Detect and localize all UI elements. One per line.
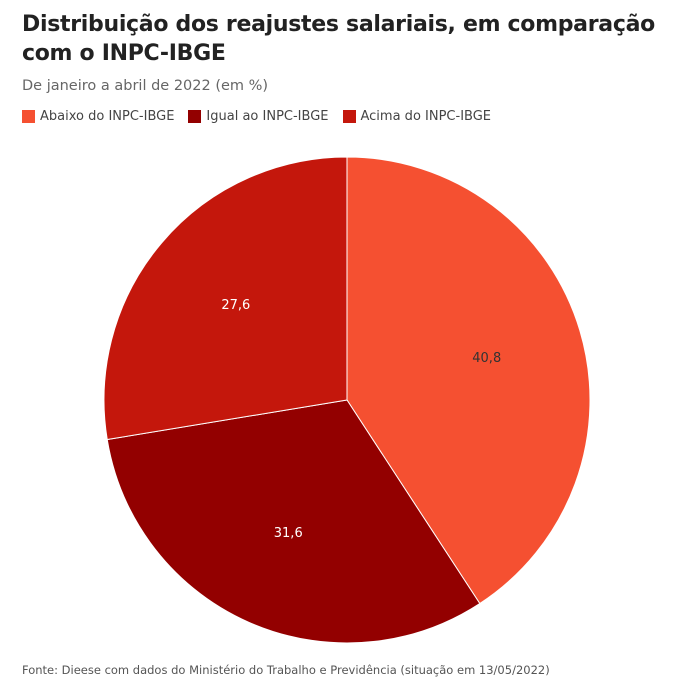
- source-note: Fonte: Dieese com dados do Ministério do…: [22, 663, 550, 677]
- legend-swatch: [188, 110, 202, 123]
- legend-item: Abaixo do INPC-IBGE: [22, 109, 174, 124]
- chart-title: Distribuição dos reajustes salariais, em…: [22, 12, 655, 66]
- legend-item: Acima do INPC-IBGE: [342, 109, 492, 124]
- data-label: 40,8: [472, 351, 501, 366]
- legend-label: Acima do INPC-IBGE: [360, 109, 492, 124]
- legend: Abaixo do INPC-IBGE Igual ao INPC-IBGE Aci…: [22, 109, 491, 124]
- data-label: 31,6: [274, 526, 303, 541]
- legend-swatch: [22, 110, 35, 123]
- legend-item: Igual ao INPC-IBGE: [188, 109, 329, 124]
- pie-slice: [346, 156, 591, 605]
- chart-subtitle: De janeiro a abril de 2022 (em %): [22, 78, 269, 94]
- pie-slice: [106, 399, 481, 644]
- data-label: 27,6: [221, 298, 250, 313]
- pie-slice: [103, 156, 348, 441]
- legend-swatch: [342, 110, 356, 123]
- legend-label: Abaixo do INPC-IBGE: [40, 109, 175, 124]
- legend-label: Igual ao INPC-IBGE: [206, 109, 329, 124]
